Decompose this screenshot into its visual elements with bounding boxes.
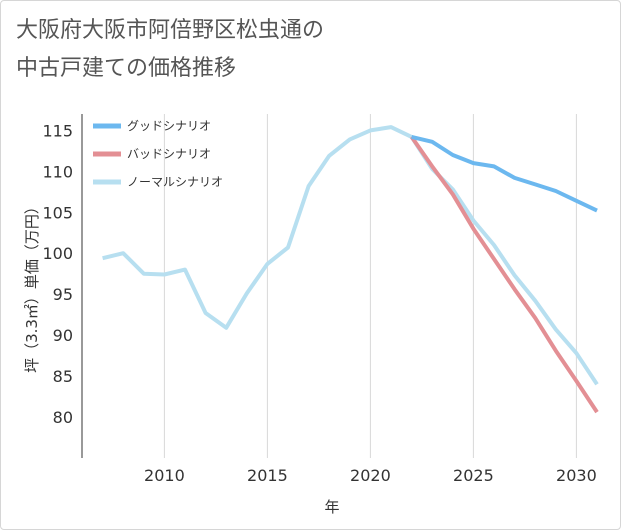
y-tick-label: 85 xyxy=(53,367,73,386)
x-axis-label: 年 xyxy=(324,498,339,516)
y-tick-labels: 80 85 90 95 100 105 110 115 xyxy=(42,121,73,427)
y-tick-label: 100 xyxy=(42,244,73,263)
y-tick-label: 95 xyxy=(53,285,73,304)
x-tick-label: 2010 xyxy=(144,466,185,485)
x-tick-labels: 2010 2015 2020 2025 2030 xyxy=(144,466,597,485)
x-tick-label: 2030 xyxy=(556,466,597,485)
y-tick-label: 115 xyxy=(42,121,73,140)
y-axis-label: 坪（3.3㎡）単価（万円） xyxy=(23,199,41,373)
grid-lines xyxy=(163,114,577,458)
series-lines xyxy=(102,125,599,414)
series-line-2 xyxy=(102,125,599,386)
y-tick-label: 105 xyxy=(42,203,73,222)
x-tick-label: 2015 xyxy=(247,466,288,485)
y-tick-label: 110 xyxy=(42,162,73,181)
x-tick-label: 2020 xyxy=(350,466,391,485)
x-tick-label: 2025 xyxy=(453,466,494,485)
legend-label-0: グッドシナリオ xyxy=(127,119,211,133)
series-line-0 xyxy=(411,134,598,213)
y-tick-label: 90 xyxy=(53,326,73,345)
series-line-1 xyxy=(409,135,599,414)
y-tick-label: 80 xyxy=(53,408,73,427)
chart-title: 大阪府大阪市阿倍野区松虫通の 中古戸建ての価格推移 xyxy=(16,18,325,81)
legend-label-2: ノーマルシナリオ xyxy=(127,175,223,189)
legend-label-1: バッドシナリオ xyxy=(127,147,211,161)
